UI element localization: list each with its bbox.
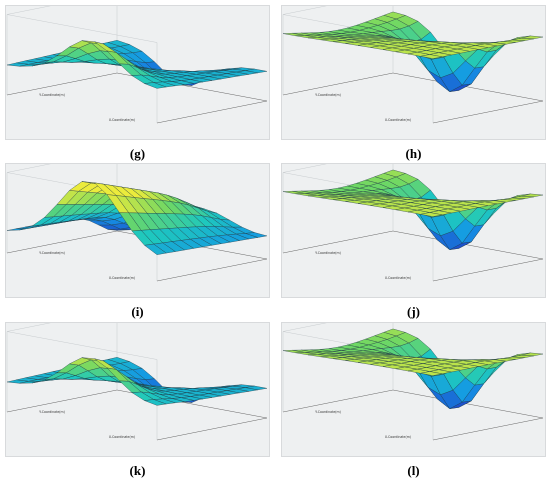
y-axis-label: Y-Coordinate(m) (39, 251, 65, 255)
panel-caption: (h) (405, 146, 422, 161)
y-axis-label: Y-Coordinate(m) (315, 410, 341, 414)
panel-j: 4540353025Temperature(°C)Y-Coordinate(m)… (281, 163, 546, 319)
surface-mesh (6, 40, 268, 89)
surface-cell (420, 371, 443, 376)
panel-caption: (l) (407, 463, 420, 478)
y-axis-label: Y-Coordinate(m) (315, 93, 341, 97)
x-axis-label: X-Coordinate(m) (109, 276, 135, 280)
x-axis-label: X-Coordinate(m) (385, 435, 411, 439)
y-axis-label: Y-Coordinate(m) (315, 251, 341, 255)
panel-caption: (k) (129, 463, 146, 478)
plot-frame: 300280260240220Temperature(°C)Y-Coordina… (5, 5, 270, 140)
plot-frame: 4540353025Temperature(°C)Y-Coordinate(m)… (281, 322, 546, 457)
surface-cell (144, 243, 167, 255)
surface-mesh (282, 328, 544, 409)
surface-plot: 454035302520Temperature(°C)Y-Coordinate(… (282, 6, 544, 124)
surface-plot: 4540353025Temperature(°C)Y-Coordinate(m)… (282, 164, 544, 282)
surface-plot: 300280260Temperature(°C)Y-Coordinate(m)X… (6, 164, 268, 282)
surface-mesh (6, 181, 268, 255)
surface-cell (144, 399, 167, 406)
y-axis-label: Y-Coordinate(m) (39, 93, 65, 97)
surface-mesh (282, 169, 544, 250)
x-axis-label: X-Coordinate(m) (385, 118, 411, 122)
surface-mesh (282, 11, 544, 92)
panel-g: 300280260240220Temperature(°C)Y-Coordina… (5, 5, 270, 161)
surface-cell (420, 212, 443, 217)
panel-h: 454035302520Temperature(°C)Y-Coordinate(… (281, 5, 546, 161)
x-axis-label: X-Coordinate(m) (385, 276, 411, 280)
panel-k: 300280260240Temperature(°C)Y-Coordinate(… (5, 322, 270, 478)
plot-frame: 300280260240Temperature(°C)Y-Coordinate(… (5, 322, 270, 457)
surface-cell (420, 54, 443, 59)
surface-cell (144, 82, 167, 89)
surface-plot: 4540353025Temperature(°C)Y-Coordinate(m)… (282, 323, 544, 441)
panel-caption: (j) (407, 304, 420, 319)
plot-frame: 454035302520Temperature(°C)Y-Coordinate(… (281, 5, 546, 140)
surface-mesh (6, 357, 268, 406)
x-axis-label: X-Coordinate(m) (109, 435, 135, 439)
panel-i: 300280260Temperature(°C)Y-Coordinate(m)X… (5, 163, 270, 319)
y-axis-label: Y-Coordinate(m) (39, 410, 65, 414)
surface-plot: 300280260240Temperature(°C)Y-Coordinate(… (6, 323, 268, 441)
panel-l: 4540353025Temperature(°C)Y-Coordinate(m)… (281, 322, 546, 478)
plot-frame: 4540353025Temperature(°C)Y-Coordinate(m)… (281, 163, 546, 298)
panel-caption: (g) (129, 146, 146, 161)
panel-caption: (i) (131, 304, 144, 319)
plot-frame: 300280260Temperature(°C)Y-Coordinate(m)X… (5, 163, 270, 298)
surface-plot: 300280260240220Temperature(°C)Y-Coordina… (6, 6, 268, 124)
x-axis-label: X-Coordinate(m) (109, 118, 135, 122)
